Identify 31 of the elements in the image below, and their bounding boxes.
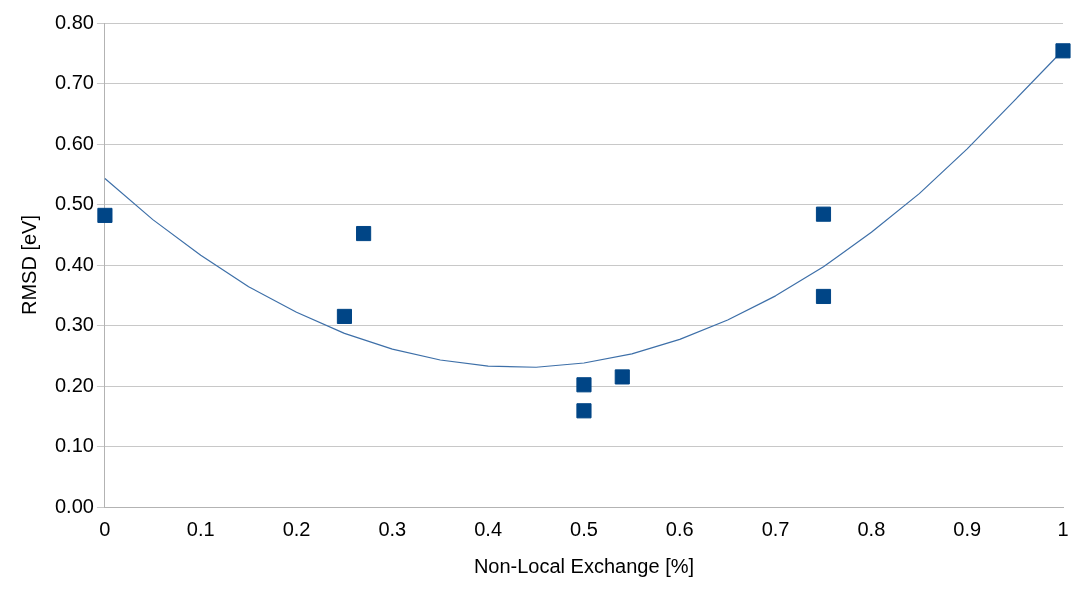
x-tick-label: 0.4 [474,517,503,540]
x-axis-title: Non-Local Exchange [%] [473,554,695,577]
y-tick-label: 0.70 [54,71,94,94]
y-tick-label: 0.40 [54,252,94,275]
point [97,207,113,223]
x-tick-label: 1 [1057,517,1069,540]
x-tick-label: 0.2 [282,517,311,540]
x-tick-label: 0.5 [570,517,598,540]
y-tick-label: 0.10 [54,434,94,457]
point [815,288,832,305]
x-tick-label: 0.8 [857,517,886,540]
point [336,308,353,324]
x-tick-label: 0.6 [665,517,694,540]
y-tick-label: 0.50 [54,192,94,215]
x-tick-label: 0 [99,517,111,540]
y-tick-label: 0.20 [54,373,94,396]
y-axis-title: RMSD [eV] [17,214,40,316]
point [815,206,832,222]
point [356,225,372,242]
y-tick-label: 0.60 [54,131,94,154]
x-tick-label: 0.1 [186,517,215,540]
y-tick-label: 0.30 [54,313,94,336]
point [576,377,592,393]
y-tick-label: 0.00 [54,494,94,517]
point [1055,43,1071,59]
x-tick-label: 0.3 [378,517,407,540]
x-tick-label: 0.9 [953,517,982,540]
point [576,403,592,419]
point [614,369,630,385]
y-tick-label: 0.80 [54,10,94,33]
x-tick-label: 0.7 [761,517,790,540]
